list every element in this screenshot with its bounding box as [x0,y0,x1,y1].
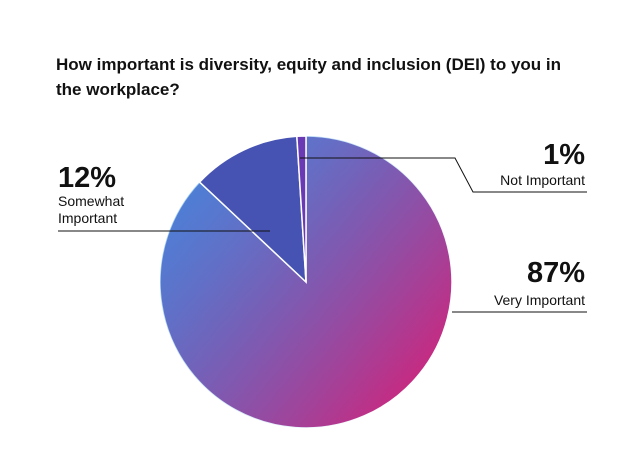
category-label-somewhat-important-line1: Somewhat [58,193,124,209]
pct-label-very-important: 87% [527,257,585,289]
slice-not-important [296,135,307,283]
leader-line-not-important [300,157,587,193]
category-label-somewhat-important-line2: Important [58,210,117,226]
category-label-not-important: Not Important [500,172,585,188]
pct-label-somewhat-important: 12% [58,162,116,194]
pct-label-not-important: 1% [543,139,585,171]
chart-title: How important is diversity, equity and i… [56,55,562,99]
slice-somewhat-important [198,135,307,284]
category-label-very-important: Very Important [494,292,585,308]
